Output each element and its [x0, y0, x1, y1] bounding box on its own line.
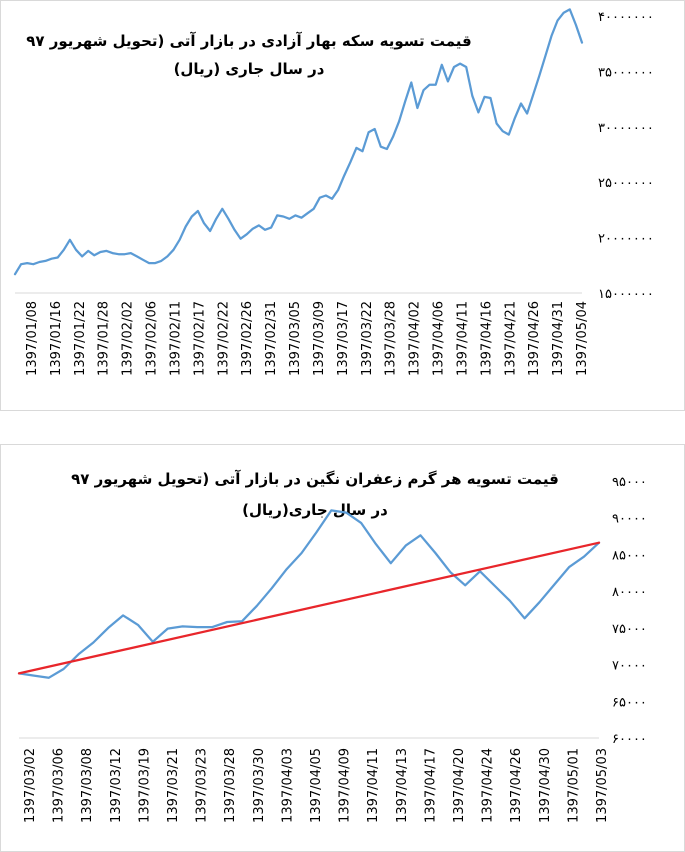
- x-tick-label: 1397/03/28: [223, 748, 238, 823]
- x-tick-label: 1397/04/26: [509, 748, 524, 823]
- x-tick-label: 1397/02/17: [192, 301, 207, 376]
- x-tick-label: 1397/05/04: [575, 301, 590, 376]
- saffron-chart: قیمت تسویه هر گرم زعفران نگین در بازار آ…: [17, 470, 647, 823]
- x-tick-label: 1397/04/03: [280, 748, 295, 823]
- y-tick-label: ۲۰۰۰۰۰۰۰: [598, 232, 654, 247]
- chart-title-line1: قیمت تسویه هر گرم زعفران نگین در بازار آ…: [71, 470, 559, 488]
- x-tick-label: 1397/04/09: [338, 748, 353, 823]
- x-tick-label: 1397/04/11: [455, 301, 470, 376]
- y-tick-label: ۹۰۰۰۰: [612, 512, 647, 527]
- chart-title-line1: قیمت تسویه سکه بهار آزادی در بازار آتی (…: [26, 32, 472, 50]
- x-tick-label: 1397/05/03: [595, 748, 610, 823]
- y-tick-label: ۳۵۰۰۰۰۰۰: [598, 65, 654, 80]
- x-tick-label: 1397/02/02: [121, 301, 136, 376]
- x-tick-label: 1397/04/31: [551, 301, 566, 376]
- chart-title: قیمت تسویه سکه بهار آزادی در بازار آتی (…: [26, 32, 472, 78]
- x-tick-label: 1397/04/13: [395, 748, 410, 823]
- x-tick-label: 1397/04/05: [309, 748, 324, 823]
- x-tick-label: 1397/03/21: [166, 748, 181, 823]
- x-tick-label: 1397/04/21: [503, 301, 518, 376]
- trend-line: [17, 541, 601, 675]
- x-tick-label: 1397/03/06: [52, 748, 67, 823]
- series-line: [17, 509, 601, 679]
- x-tick-label: 1397/03/17: [336, 301, 351, 376]
- gold-coin-chart-panel: قیمت تسویه سکه بهار آزادی در بازار آتی (…: [0, 0, 685, 411]
- x-tick-label: 1397/03/22: [360, 301, 375, 376]
- x-tick-label: 1397/03/09: [312, 301, 327, 376]
- x-tick-label: 1397/03/23: [195, 748, 210, 823]
- x-tick-label: 1397/02/31: [264, 301, 279, 376]
- x-axis: 1397/03/02 1397/03/06 1397/03/08 1397/03/12…: [23, 748, 610, 823]
- y-tick-label: ۸۵۰۰۰: [612, 548, 647, 563]
- panel-gap: [0, 411, 685, 444]
- y-axis: ۴۰۰۰۰۰۰۰ ۳۵۰۰۰۰۰۰ ۳۰۰۰۰۰۰۰ ۲۵۰۰۰۰۰۰ ۲۰۰۰۰۰۰۰…: [598, 10, 654, 302]
- x-tick-label: 1397/01/28: [97, 301, 112, 376]
- chart-title: قیمت تسویه هر گرم زعفران نگین در بازار آ…: [71, 470, 559, 519]
- y-tick-label: ۸۰۰۰۰: [612, 585, 647, 600]
- y-tick-label: ۶۰۰۰۰: [612, 732, 647, 747]
- chart-title-line2: در سال جاری (ریال): [174, 60, 325, 78]
- x-tick-label: 1397/04/30: [538, 748, 553, 823]
- x-tick-label: 1397/03/08: [80, 748, 95, 823]
- x-tick-label: 1397/04/24: [481, 748, 496, 823]
- y-tick-label: ۳۰۰۰۰۰۰۰: [598, 121, 654, 136]
- x-tick-label: 1397/03/30: [252, 748, 267, 823]
- y-tick-label: ۹۵۰۰۰: [612, 475, 647, 490]
- x-tick-label: 1397/04/02: [408, 301, 423, 376]
- x-tick-label: 1397/01/16: [49, 301, 64, 376]
- x-tick-label: 1397/01/08: [25, 301, 40, 376]
- x-tick-label: 1397/04/17: [423, 748, 438, 823]
- x-tick-label: 1397/02/06: [145, 301, 160, 376]
- y-tick-label: ۲۵۰۰۰۰۰۰: [598, 176, 654, 191]
- chart-title-line2: در سال جاری(ریال): [242, 501, 388, 519]
- y-tick-label: ۶۵۰۰۰: [612, 695, 647, 710]
- gold-coin-chart: قیمت تسویه سکه بهار آزادی در بازار آتی (…: [13, 8, 654, 376]
- y-tick-label: ۷۵۰۰۰: [612, 622, 647, 637]
- x-tick-label: 1397/04/06: [432, 301, 447, 376]
- saffron-chart-panel: قیمت تسویه هر گرم زعفران نگین در بازار آ…: [0, 444, 685, 852]
- x-tick-label: 1397/02/22: [216, 301, 231, 376]
- y-tick-label: ۱۵۰۰۰۰۰۰: [598, 287, 654, 302]
- y-axis: ۹۵۰۰۰ ۹۰۰۰۰ ۸۵۰۰۰ ۸۰۰۰۰ ۷۵۰۰۰ ۷۰۰۰۰ ۶۵۰۰۰ ۶۰۰۰۰: [612, 475, 647, 747]
- x-tick-label: 1397/03/02: [23, 748, 38, 823]
- x-axis: 1397/01/08 1397/01/16 1397/01/22 1397/01/28…: [25, 301, 590, 376]
- x-tick-label: 1397/03/28: [384, 301, 399, 376]
- x-tick-label: 1397/05/01: [566, 748, 581, 823]
- y-tick-label: ۷۰۰۰۰: [612, 659, 647, 674]
- plot-area: [13, 8, 584, 294]
- x-tick-label: 1397/03/05: [288, 301, 303, 376]
- x-tick-label: 1397/02/26: [240, 301, 255, 376]
- x-tick-label: 1397/01/22: [73, 301, 88, 376]
- x-tick-label: 1397/03/19: [137, 748, 152, 823]
- x-tick-label: 1397/03/12: [109, 748, 124, 823]
- x-tick-label: 1397/04/26: [527, 301, 542, 376]
- series-line: [13, 8, 584, 276]
- plot-area: [17, 509, 601, 739]
- x-tick-label: 1397/04/16: [479, 301, 494, 376]
- y-tick-label: ۴۰۰۰۰۰۰۰: [598, 10, 654, 25]
- x-tick-label: 1397/04/20: [452, 748, 467, 823]
- x-tick-label: 1397/04/11: [366, 748, 381, 823]
- x-tick-label: 1397/02/11: [169, 301, 184, 376]
